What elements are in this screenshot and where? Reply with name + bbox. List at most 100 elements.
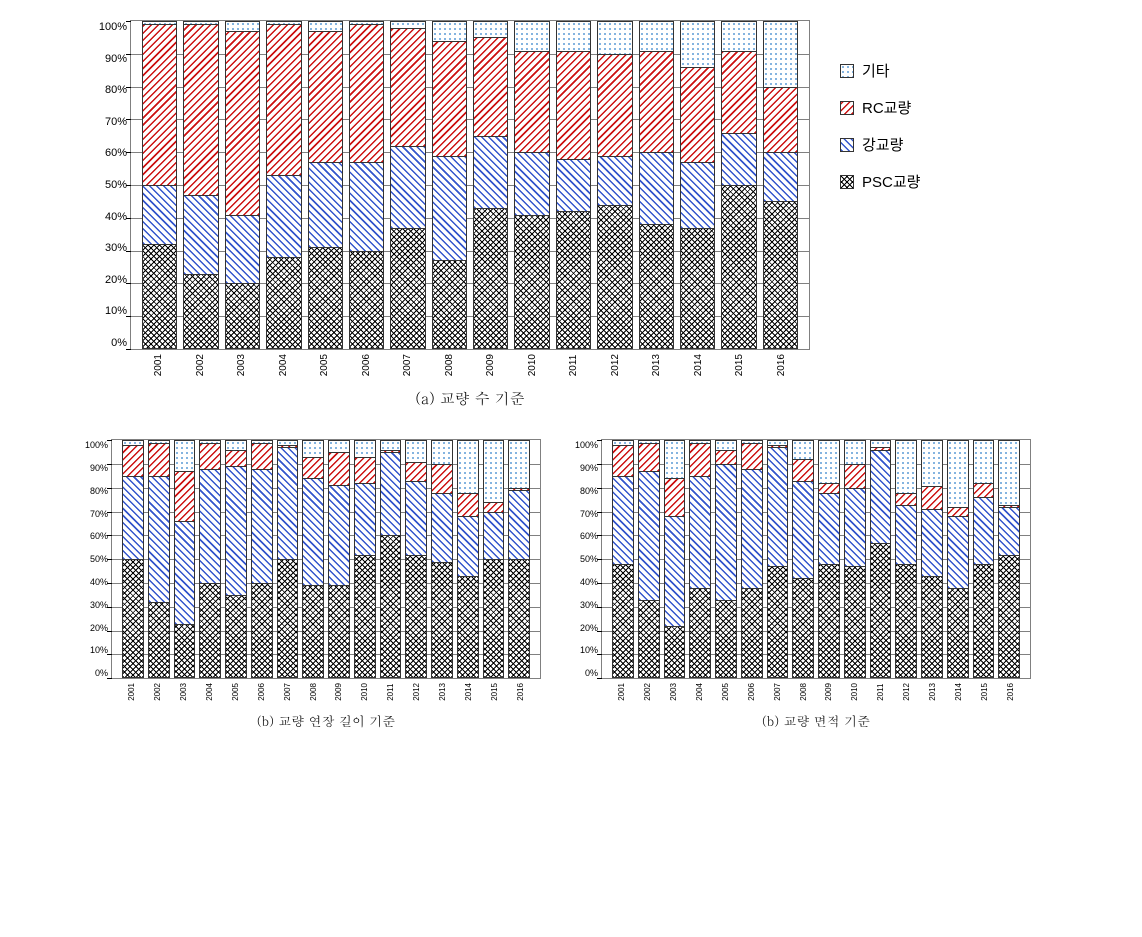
bar-segment-rc [721,51,756,133]
bar-segment-rc [390,28,425,146]
bar-segment-psc [508,559,530,678]
bar-column [122,440,144,678]
bar-segment-rc [715,450,737,464]
bar-column [973,440,995,678]
x-axis-label: 2012 [412,683,421,701]
bar-column [225,440,247,678]
legend-item: PSC교량 [840,171,920,192]
bar-segment-steel [763,152,798,201]
x-axis-label: 2003 [669,683,678,701]
bar-segment-steel [308,162,343,247]
x-axis-label: 2002 [643,683,652,701]
bar-segment-psc [721,185,756,349]
y-axis-label: 90% [90,463,108,473]
bar-segment-steel [225,466,247,595]
x-axis-label: 2002 [153,683,162,701]
bar-segment-psc [225,283,260,349]
bar-segment-psc [792,578,814,678]
chart-b-caption: (b) 교량 연장 길이 기준 [257,711,396,730]
x-axis-label: 2016 [516,683,525,701]
x-axis-label: 2001 [153,354,164,376]
x-axis-label: 2008 [309,683,318,701]
bar-segment-psc [741,588,763,678]
bar-segment-psc [122,559,144,678]
bar-column [183,21,218,349]
bar-segment-steel [225,215,260,284]
x-axis-label: 2003 [236,354,247,376]
bar-column [483,440,505,678]
bar-segment-psc [870,543,892,679]
bar-column [741,440,763,678]
chart-b-area: 100%90%80%70%60%50%40%30%20%10%0%2001200… [111,439,541,701]
y-axis-label: 30% [580,600,598,610]
bar-segment-rc [405,462,427,481]
bar-segment-psc [432,260,467,349]
chart-plot-area: 100%90%80%70%60%50%40%30%20%10%0% [130,20,810,350]
bar-column [792,440,814,678]
bar-segment-psc [328,585,350,678]
bar-column [639,21,674,349]
bar-segment-etc [680,21,715,67]
legend: 기타RC교량강교량PSC교량 [840,60,920,208]
y-axis-label: 50% [105,179,127,191]
x-axis-label: 2005 [721,683,730,701]
bar-column [612,440,634,678]
bar-segment-steel [921,509,943,576]
x-axis-label: 2011 [876,683,885,701]
legend-label: 기타 [862,60,890,81]
bar-segment-psc [199,583,221,678]
x-axis-label: 2011 [386,683,395,701]
bar-segment-psc [895,564,917,678]
bar-segment-steel [142,185,177,244]
y-axis-label: 80% [90,486,108,496]
bar-segment-psc [431,562,453,679]
bar-column [277,440,299,678]
bar-segment-psc [266,257,301,349]
bar-column [199,440,221,678]
bar-segment-rc [921,486,943,510]
x-axis-label: 2004 [695,683,704,701]
bar-column [689,440,711,678]
bars-row [602,440,1030,678]
bar-column [302,440,324,678]
legend-label: 강교량 [862,134,903,155]
bar-segment-steel [328,485,350,585]
bar-segment-psc [380,535,402,678]
bars-row [112,440,540,678]
y-axis-label: 10% [105,305,127,317]
chart-c-area: 100%90%80%70%60%50%40%30%20%10%0%2001200… [601,439,1031,701]
bar-column [921,440,943,678]
chart-c-wrap: 100%90%80%70%60%50%40%30%20%10%0%2001200… [601,439,1031,730]
y-axis-label: 70% [580,509,598,519]
x-axis-labels: 2001200220032004200520062007200820092010… [601,683,1031,701]
bar-segment-steel [266,175,301,257]
y-axis-label: 0% [585,668,598,678]
y-axis-label: 0% [111,337,127,349]
x-axis-label: 2003 [179,683,188,701]
bar-segment-steel [174,521,196,623]
bar-column [556,21,591,349]
bar-column [405,440,427,678]
bar-segment-psc [818,564,840,678]
bar-segment-psc [251,583,273,678]
bar-segment-psc [947,588,969,678]
bar-segment-psc [183,274,218,349]
bar-segment-psc [457,576,479,678]
y-axis-label: 100% [99,21,127,33]
y-axis-label: 60% [90,531,108,541]
legend-item: 강교량 [840,134,920,155]
bar-column [767,440,789,678]
x-axis-label: 2014 [693,354,704,376]
x-axis-label: 2015 [734,354,745,376]
bar-column [508,440,530,678]
bar-segment-psc [767,566,789,678]
chart-a-area: 100%90%80%70%60%50%40%30%20%10%0% 2001 200… [130,20,810,376]
bar-segment-rc [199,443,221,469]
bar-segment-steel [973,497,995,564]
y-axis-label: 30% [90,600,108,610]
x-axis-label: 2010 [527,354,538,376]
bar-segment-rc [225,450,247,467]
y-axis-label: 90% [580,463,598,473]
bar-column [664,440,686,678]
top-row: 100%90%80%70%60%50%40%30%20%10%0% 2001 200… [10,20,1132,409]
